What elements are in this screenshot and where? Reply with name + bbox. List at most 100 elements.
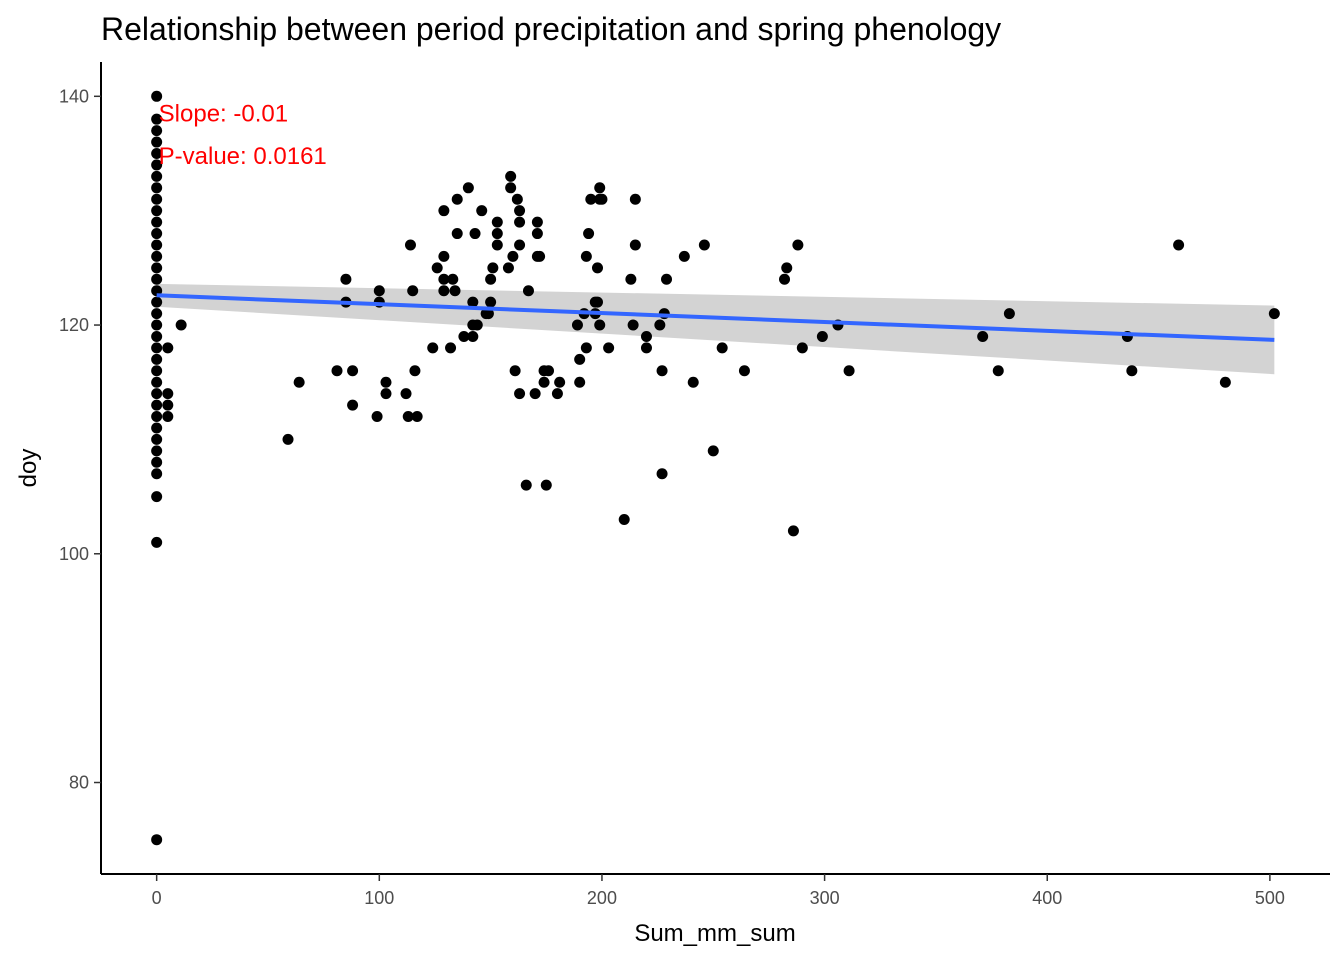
data-point <box>640 330 652 342</box>
data-point <box>574 376 586 388</box>
y-ticks: 80 100 120 140 <box>59 86 101 793</box>
data-point <box>427 342 439 354</box>
data-point <box>698 239 710 251</box>
data-point <box>591 296 603 308</box>
data-point <box>373 285 385 297</box>
data-point <box>514 216 526 228</box>
data-point <box>151 376 163 388</box>
x-tick-label: 400 <box>1032 888 1062 908</box>
data-point <box>371 411 383 423</box>
data-point <box>151 433 163 445</box>
data-point <box>505 170 517 182</box>
data-point <box>467 296 479 308</box>
data-point <box>175 319 187 331</box>
data-point <box>507 250 519 262</box>
data-point <box>151 468 163 480</box>
data-point <box>282 433 294 445</box>
data-point <box>596 193 608 205</box>
data-point <box>509 365 521 377</box>
data-point <box>574 353 586 365</box>
data-point <box>629 239 641 251</box>
data-point <box>640 342 652 354</box>
annotations: Slope: -0.01 P-value: 0.0161 <box>159 100 327 169</box>
data-point <box>151 399 163 411</box>
data-point <box>716 342 728 354</box>
data-point <box>629 193 641 205</box>
data-point <box>707 445 719 457</box>
x-ticks: 0 100 200 300 400 500 <box>152 874 1285 908</box>
data-point <box>594 319 606 331</box>
data-point <box>407 285 419 297</box>
data-point <box>151 456 163 468</box>
data-point <box>151 182 163 194</box>
data-point <box>151 411 163 423</box>
data-point <box>540 479 552 491</box>
x-tick-label: 100 <box>364 888 394 908</box>
data-point <box>293 376 305 388</box>
data-point <box>451 193 463 205</box>
data-point <box>445 342 457 354</box>
data-point <box>502 262 514 274</box>
data-point <box>1003 308 1015 320</box>
data-point <box>151 330 163 342</box>
data-point <box>458 330 470 342</box>
data-point <box>580 250 592 262</box>
data-point <box>151 834 163 846</box>
y-tick-label: 80 <box>69 773 89 793</box>
data-point <box>404 239 416 251</box>
data-point <box>482 308 494 320</box>
data-point <box>520 479 532 491</box>
data-point <box>409 365 421 377</box>
data-point <box>781 262 793 274</box>
data-point <box>151 308 163 320</box>
data-point <box>340 273 352 285</box>
x-tick-label: 200 <box>587 888 617 908</box>
data-point <box>627 319 639 331</box>
data-point <box>347 365 359 377</box>
data-point <box>514 239 526 251</box>
data-point <box>554 376 566 388</box>
data-point <box>585 193 597 205</box>
data-point <box>522 285 534 297</box>
data-point <box>467 330 479 342</box>
data-point <box>603 342 615 354</box>
data-point <box>491 216 503 228</box>
data-point <box>580 342 592 354</box>
fit-line <box>156 293 1275 342</box>
data-point <box>476 205 488 217</box>
data-point <box>151 125 163 137</box>
data-point <box>514 388 526 400</box>
data-point <box>431 262 443 274</box>
data-point <box>551 388 563 400</box>
data-point <box>462 182 474 194</box>
data-point <box>531 228 543 240</box>
confidence-band-layer <box>156 283 1275 375</box>
data-point <box>529 388 541 400</box>
data-point <box>471 319 483 331</box>
x-tick-label: 500 <box>1255 888 1285 908</box>
fit-line-layer <box>156 293 1275 342</box>
data-point <box>162 411 174 423</box>
annotation-slope: Slope: -0.01 <box>159 100 288 127</box>
data-point <box>1219 376 1231 388</box>
y-tick-label: 120 <box>59 315 89 335</box>
data-point <box>625 273 637 285</box>
data-point <box>447 273 459 285</box>
data-point <box>511 193 523 205</box>
data-point <box>151 136 163 148</box>
data-point <box>487 262 499 274</box>
data-point <box>411 411 423 423</box>
data-point <box>151 296 163 308</box>
data-point <box>656 468 668 480</box>
data-point <box>543 365 555 377</box>
data-point <box>1126 365 1138 377</box>
data-point <box>151 422 163 434</box>
data-point <box>583 228 595 240</box>
data-point <box>796 342 808 354</box>
data-point <box>678 250 690 262</box>
data-point <box>779 273 791 285</box>
data-point <box>656 365 668 377</box>
data-point <box>1173 239 1185 251</box>
data-point <box>151 388 163 400</box>
